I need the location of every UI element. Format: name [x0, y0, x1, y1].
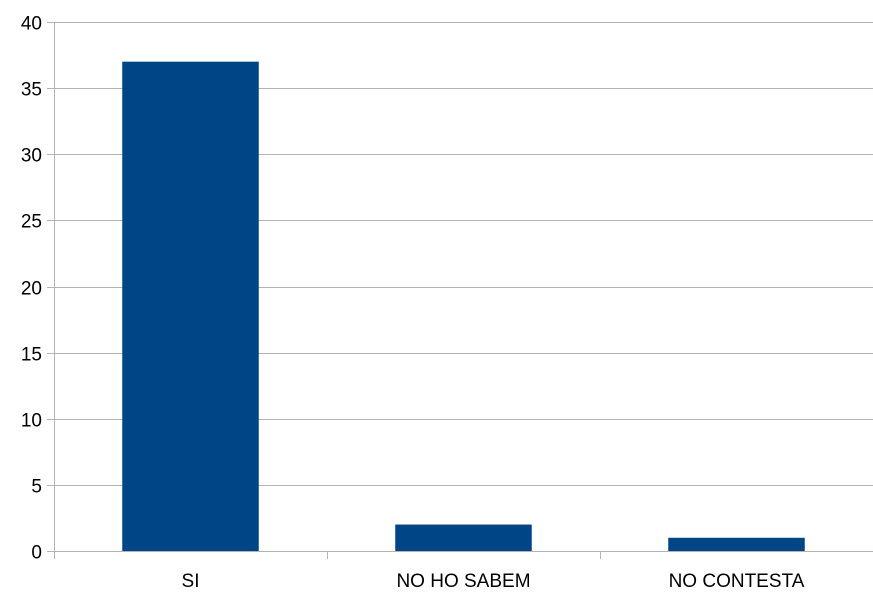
x-tick-label: NO CONTESTA: [669, 571, 805, 592]
bar-si: [122, 61, 259, 552]
y-tick-label: 20: [21, 279, 42, 300]
x-tick-label: SI: [182, 571, 200, 592]
y-tick-label: 0: [31, 543, 42, 564]
y-tick-label: 30: [21, 146, 42, 167]
x-tick-labels: SI NO HO SABEM NO CONTESTA: [182, 571, 805, 592]
y-tick-label: 35: [21, 80, 42, 101]
y-tick-labels: 0 5 10 15 20 25 30 35 40: [21, 14, 42, 564]
bar-no-ho-sabem: [395, 524, 532, 551]
y-tick-label: 25: [21, 212, 42, 233]
y-tick-label: 5: [31, 477, 42, 498]
bar-no-contesta: [668, 537, 805, 551]
axes: [47, 22, 601, 559]
x-tick-label: NO HO SABEM: [396, 571, 530, 592]
bars: [122, 61, 805, 552]
y-tick-label: 10: [21, 411, 42, 432]
y-tick-label: 40: [21, 14, 42, 35]
y-tick-label: 15: [21, 345, 42, 366]
